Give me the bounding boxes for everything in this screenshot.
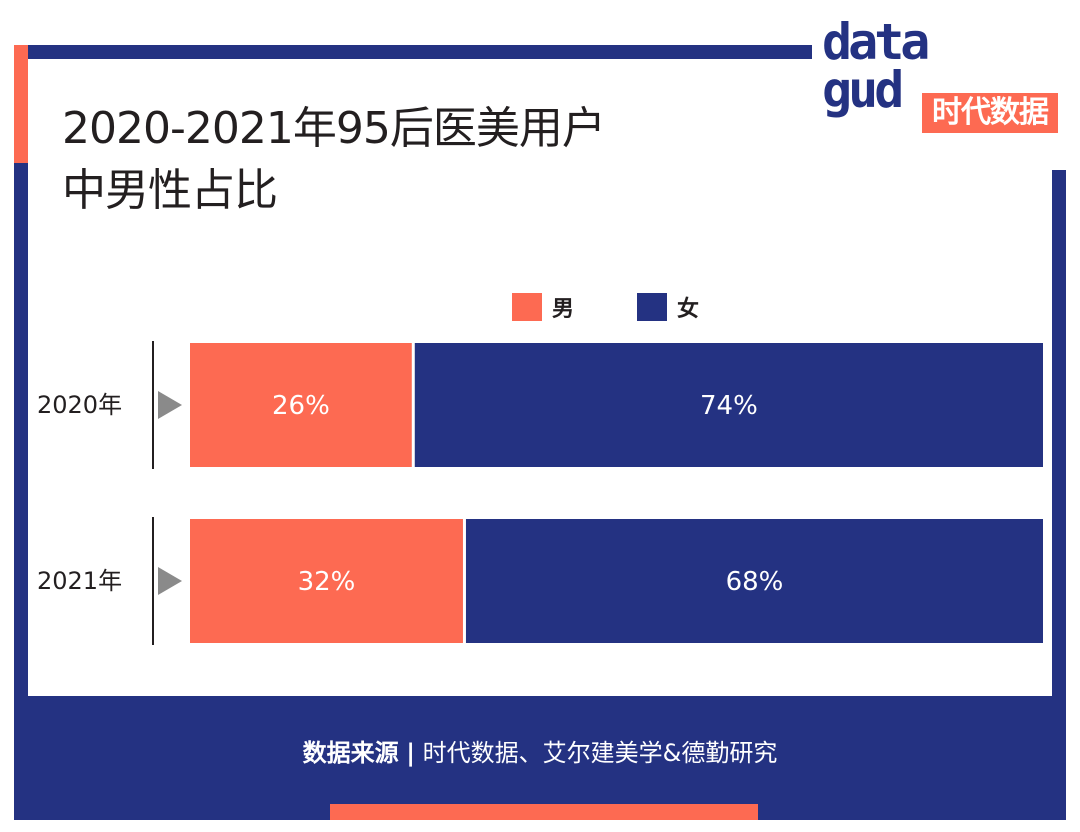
logo-wordmark-line1: data — [822, 13, 930, 71]
category-label: 2021年 — [37, 567, 122, 595]
category-pointer-icon — [158, 391, 182, 419]
bar-segment-female — [414, 343, 1043, 467]
source-separator: | — [406, 739, 416, 767]
source-label: 数据来源 — [302, 739, 399, 767]
data-label: 32% — [298, 567, 356, 597]
category-label: 2020年 — [37, 391, 122, 419]
logo — [812, 0, 1072, 170]
bar-segment-male — [190, 519, 463, 643]
data-label: 74% — [700, 391, 758, 421]
data-label: 26% — [272, 391, 330, 421]
chart-title-line1: 2020-2021年95后医美用户 — [62, 103, 606, 154]
category-pointer-icon — [158, 567, 182, 595]
chart-title: 2020-2021年95后医美用户 中男性占比 — [62, 98, 702, 222]
frame-accent-left — [14, 45, 28, 163]
legend-label-1: 女 — [677, 296, 699, 322]
logo-badge: 时代数据 — [922, 93, 1058, 133]
legend-swatch-0 — [512, 293, 542, 321]
legend-label-0: 男 — [552, 297, 574, 322]
bar-segment-female — [465, 519, 1044, 643]
logo-wordmark: data gud — [822, 13, 930, 119]
frame-accent-bottom — [330, 804, 758, 820]
bar-segment-male — [190, 343, 412, 467]
data-label: 68% — [726, 567, 784, 597]
logo-wordmark-line2: gud — [822, 61, 904, 119]
chart-title-line2: 中男性占比 — [62, 165, 278, 216]
legend-swatch-1 — [637, 293, 667, 321]
source-text: 时代数据、艾尔建美学&德勤研究 — [422, 739, 778, 767]
source-note: 数据来源 | 时代数据、艾尔建美学&德勤研究 — [0, 733, 1080, 773]
